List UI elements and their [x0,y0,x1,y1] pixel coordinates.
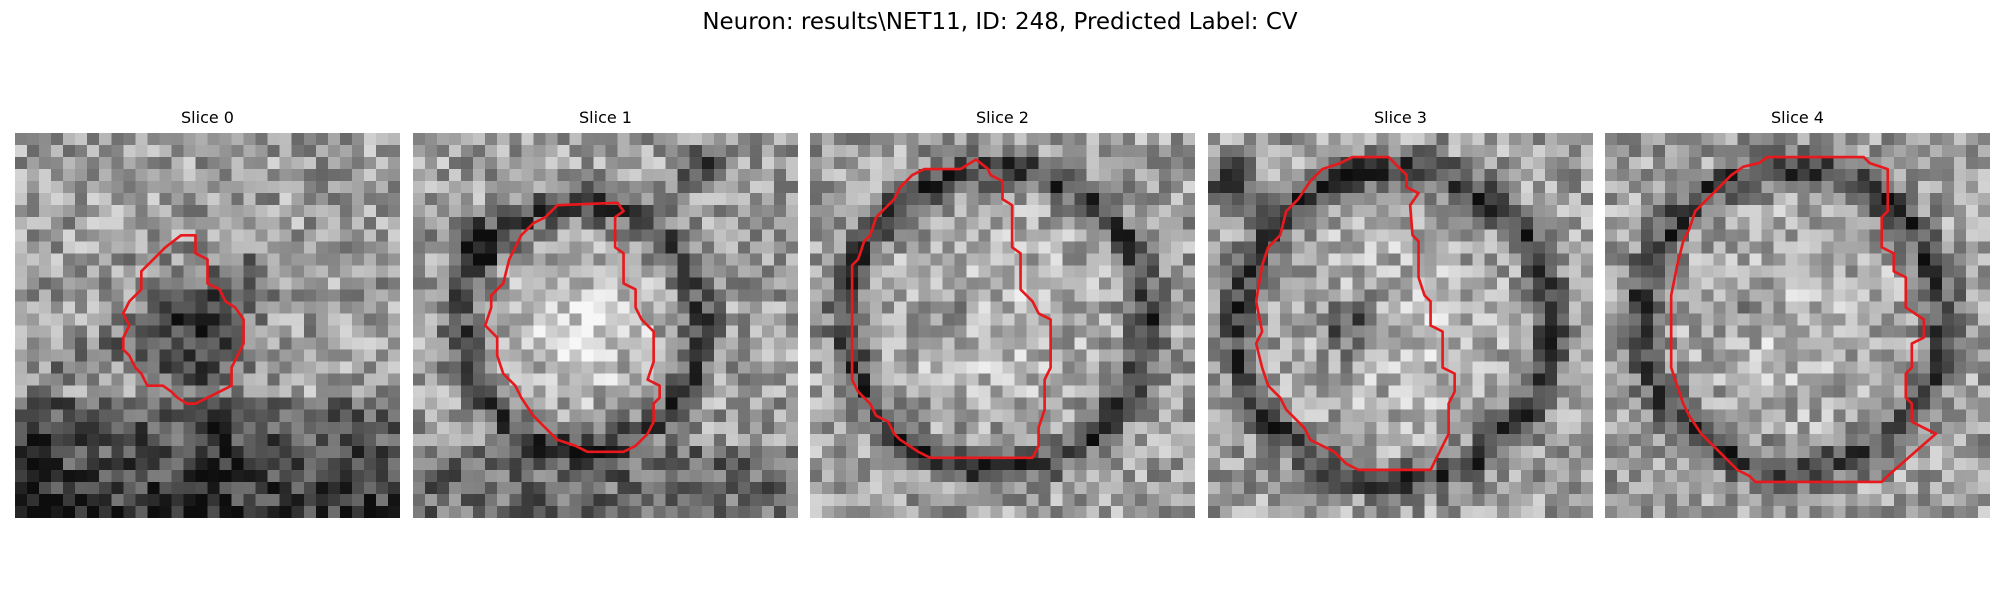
pixel-grid-4 [1605,133,1990,518]
slice-title-4: Slice 4 [1771,108,1824,127]
slice-image-0 [15,133,400,518]
segmentation-contour-3 [1254,155,1456,472]
slice-image-1 [413,133,798,518]
segmentation-contour-1 [483,201,661,454]
slice-image-2 [810,133,1195,518]
segmentation-contour-2 [850,158,1052,460]
slice-title-3: Slice 3 [1374,108,1427,127]
segmentation-contour-0 [121,233,245,406]
pixel-grid-1 [413,133,798,518]
slice-title-2: Slice 2 [976,108,1029,127]
slice-image-4 [1605,133,1990,518]
slice-image-3 [1208,133,1593,518]
slice-panel-3: Slice 3 [1208,108,1593,518]
pixel-grid-3 [1208,133,1593,518]
slice-panel-4: Slice 4 [1605,108,1990,518]
slice-panel-1: Slice 1 [413,108,798,518]
segmentation-contour-4 [1669,155,1938,484]
figure-title: Neuron: results\NET11, ID: 248, Predicte… [702,9,1298,35]
slice-panel-0: Slice 0 [15,108,400,518]
pixel-grid-0 [15,133,400,518]
slice-title-0: Slice 0 [181,108,234,127]
slice-title-1: Slice 1 [579,108,632,127]
slice-panel-2: Slice 2 [810,108,1195,518]
pixel-grid-2 [810,133,1195,518]
